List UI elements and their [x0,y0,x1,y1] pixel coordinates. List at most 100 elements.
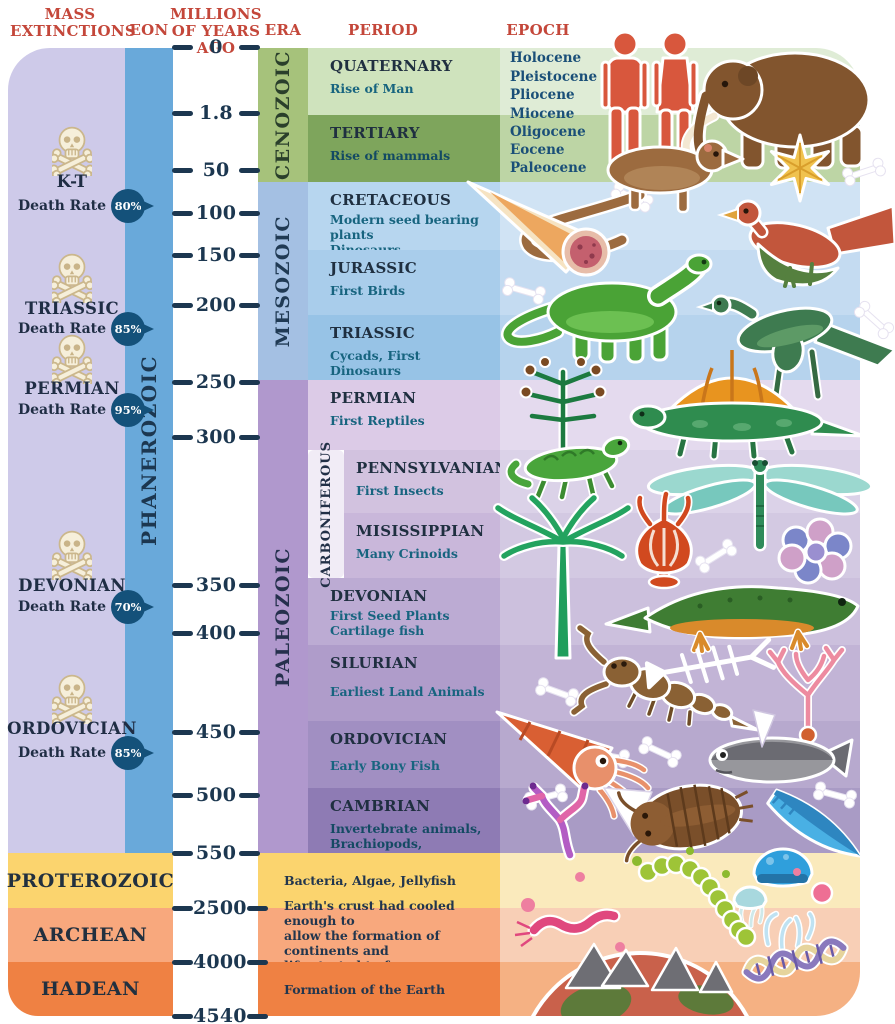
tick-350: 350 [172,572,260,598]
extinction-devonian: DEVONIAN [18,576,126,595]
period-desc: Earliest Land Animals [330,684,485,699]
period-name: QUATERNARY [330,57,453,75]
epoch-band [500,315,860,380]
period-row-silurian: SILURIAN Earliest Land Animals [308,645,500,721]
epoch-holocene: Holocene [510,50,582,66]
epoch-miocene: Miocene [510,106,575,122]
period-name: TRIASSIC [330,324,415,342]
tick-dash [238,630,260,636]
archean-desc: Earth's crust had cooled enough to allow… [258,898,500,973]
epoch-band [500,380,860,450]
tick-0: 0 [172,34,260,60]
period-row-ordovician: ORDOVICIAN Early Bony Fish [308,721,500,788]
header-eon: EON [129,21,169,39]
period-desc: Rise of mammals [330,148,451,163]
era-cenozoic: CENOZOIC [258,48,308,182]
tick-dash [172,729,193,735]
epoch-band [500,721,860,788]
tick-dash [238,252,260,258]
mass-extinctions-column [8,48,125,853]
skull-crossbones-icon [52,126,92,176]
epoch-band [500,250,860,315]
header-mya: MILLIONS OF YEARS AGO [170,5,262,57]
header-epoch: EPOCH [506,21,570,39]
tick-dash [172,434,193,440]
tick-dash [238,792,260,798]
carboniferous-label: CARBONIFEROUS [318,440,334,588]
extinction-ordovician: ORDOVICIAN [7,719,137,738]
tick-50: 50 [172,157,260,183]
period-desc: First Insects [356,483,444,498]
period-desc: Rise of Man [330,81,414,96]
tick-dash [172,110,193,116]
tick-dash [172,792,193,798]
epoch-pliocene: Pliocene [510,87,575,103]
period-name: SILURIAN [330,654,418,672]
period-name: CAMBRIAN [330,797,431,815]
tick-dash [238,379,260,385]
epoch-paleocene: Paleocene [510,160,587,176]
tick-dash [238,434,260,440]
tick-dash [172,167,193,173]
period-row-tertiary: TERTIARY Rise of mammals [308,115,500,182]
era-label: CENOZOIC [272,50,294,180]
tick-dash [238,210,260,216]
era-paleozoic: PALEOZOIC [258,380,308,853]
era-proterozoic: PROTEROZOIC [7,853,174,908]
death-rate-badge: 95% [111,393,155,427]
period-name: PERMIAN [330,389,417,407]
tick-dash [238,44,260,50]
eon-column: PHANEROZOIC [125,48,173,853]
period-name: DEVONIAN [330,587,428,605]
period-row-triassic: TRIASSIC Cycads, First Dinosaurs [308,315,500,380]
tick-550: 550 [172,840,260,866]
proterozoic-desc: Bacteria, Algae, Jellyfish [258,853,500,908]
era-label: MESOZOIC [272,214,294,348]
tick-250: 250 [172,369,260,395]
tick-500: 500 [172,782,260,808]
epoch-pleistocene: Pleistocene [510,69,598,85]
skull-crossbones-icon [52,674,92,724]
archean-band [500,908,860,962]
period-row-devonian: DEVONIAN First Seed Plants Cartilage fis… [308,578,500,645]
death-rate-badge: 80% [111,189,155,223]
era-archean: ARCHEAN [8,908,173,962]
tick-dash [172,905,193,911]
tick-300: 300 [172,424,260,450]
skull-crossbones-icon [52,530,92,580]
tick-dash [172,850,193,856]
death-rate-triassic: Death Rate 85% [18,312,155,346]
death-rate-devonian: Death Rate 70% [18,590,155,624]
tick-2500: 2500 [172,895,268,921]
death-rate-badge: 85% [111,736,155,770]
tick-dash [238,302,260,308]
period-row-jurassic: JURASSIC First Birds [308,250,500,315]
tick-dash [246,959,268,965]
period-row-misissippian: MISISSIPPIAN Many Crinoids [344,513,500,578]
tick-dash [238,582,260,588]
death-rate-kt: Death Rate 80% [18,189,155,223]
period-row-permian: PERMIAN First Reptiles [308,380,500,450]
tick-dash [238,850,260,856]
header-mass-extinctions: MASS EXTINCTIONS [10,5,136,40]
death-rate-badge: 85% [111,312,155,346]
tick-dash [246,905,268,911]
epoch-eocene: Eocene [510,142,565,158]
tick-dash [239,167,260,173]
epoch-oligocene: Oligocene [510,124,586,140]
tick-1.8: 1.8 [172,100,260,126]
death-rate-permian: Death Rate 95% [18,393,155,427]
epoch-band [500,645,860,721]
period-name: JURASSIC [330,259,417,277]
tick-dash [172,582,193,588]
period-desc: First Reptiles [330,413,425,428]
hadean-desc: Formation of the Earth [258,962,500,1016]
tick-400: 400 [172,620,260,646]
period-desc: Early Bony Fish [330,758,440,773]
period-desc: Many Crinoids [356,546,458,561]
period-name: MISISSIPPIAN [356,522,485,540]
epoch-band [500,182,860,250]
era-label: PALEOZOIC [272,546,294,687]
epoch-band [500,578,860,645]
